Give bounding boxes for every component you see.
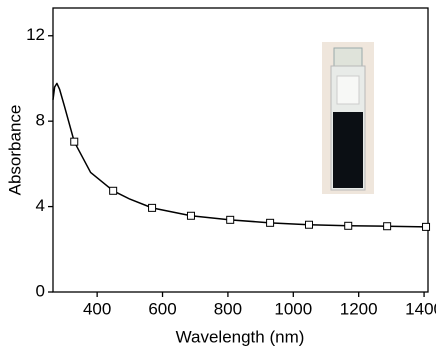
x-tick-label: 1400 (405, 299, 436, 318)
cuvette-window (336, 75, 360, 105)
data-point (266, 218, 275, 227)
data-point (344, 221, 353, 230)
x-tick-label: 800 (214, 299, 242, 318)
y-tick-label: 0 (36, 281, 45, 300)
x-axis-label: Wavelength (nm) (176, 327, 305, 346)
data-point (383, 222, 392, 231)
data-point (186, 211, 195, 220)
x-tick-label: 600 (148, 299, 176, 318)
y-tick-label: 4 (36, 196, 45, 215)
data-point (148, 203, 157, 212)
data-line (52, 82, 428, 228)
x-tick-label: 1000 (274, 299, 312, 318)
data-point (109, 186, 118, 195)
data-point (422, 222, 431, 231)
x-tick-label: 400 (83, 299, 111, 318)
liquid (333, 112, 363, 188)
y-tick-label: 12 (26, 25, 45, 44)
data-point (226, 215, 235, 224)
data-point (304, 220, 313, 229)
y-axis-label: Absorbance (5, 105, 24, 196)
plot-frame (52, 7, 429, 293)
inset-photo (322, 42, 374, 194)
data-point (70, 137, 79, 146)
cuvette-cap (333, 47, 363, 69)
x-tick-label: 1200 (340, 299, 378, 318)
y-tick-label: 8 (36, 111, 45, 130)
